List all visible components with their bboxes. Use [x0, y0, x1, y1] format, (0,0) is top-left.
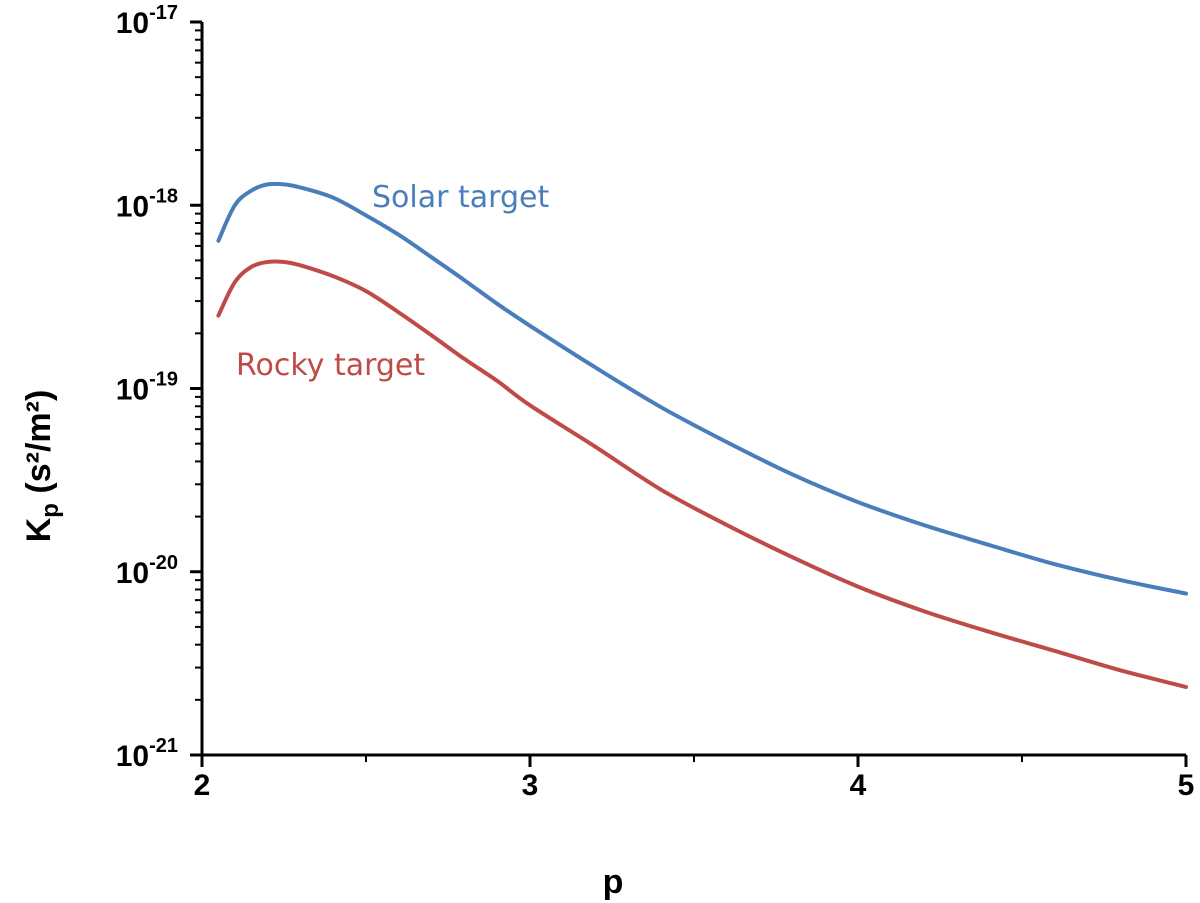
x-tick-label: 3: [522, 769, 539, 802]
series-label-solar-target: Solar target: [372, 180, 549, 215]
y-tick-exponent: -18: [149, 185, 178, 207]
y-tick-label: 10-19: [116, 369, 178, 407]
y-tick-exponent: -19: [149, 369, 178, 391]
y-tick-exponent: -20: [149, 552, 178, 574]
y-tick-label: 10-20: [116, 552, 178, 590]
series-label-rocky-target: Rocky target: [236, 348, 425, 383]
y-axis-title-base: K: [20, 517, 58, 542]
x-tick-label: 2: [194, 769, 211, 802]
y-tick-base: 10: [116, 740, 149, 773]
y-tick-exponent: -21: [149, 735, 178, 757]
y-axis-title-subscript: p: [37, 503, 64, 518]
y-tick-base: 10: [116, 7, 149, 40]
y-tick-base: 10: [116, 557, 149, 590]
x-axis-title: p: [603, 863, 624, 901]
y-tick-base: 10: [116, 190, 149, 223]
x-tick-labels: 2 3 4 5: [194, 769, 1195, 802]
axis-ticks: [190, 20, 1188, 767]
y-tick-label: 10-17: [116, 2, 178, 40]
y-tick-base: 10: [116, 374, 149, 407]
x-tick-label: 4: [850, 769, 867, 802]
series-line-solar-target: [216, 181, 1188, 596]
x-tick-label: 5: [1178, 769, 1195, 802]
y-tick-label: 10-18: [116, 185, 178, 223]
y-axis-title-units: (s²/m²): [20, 390, 58, 503]
y-tick-exponent: -17: [149, 2, 178, 24]
y-tick-label: 10-21: [116, 735, 178, 773]
y-axis-title: Kp (s²/m²): [20, 390, 64, 543]
series-line-rocky-target: [216, 259, 1188, 689]
